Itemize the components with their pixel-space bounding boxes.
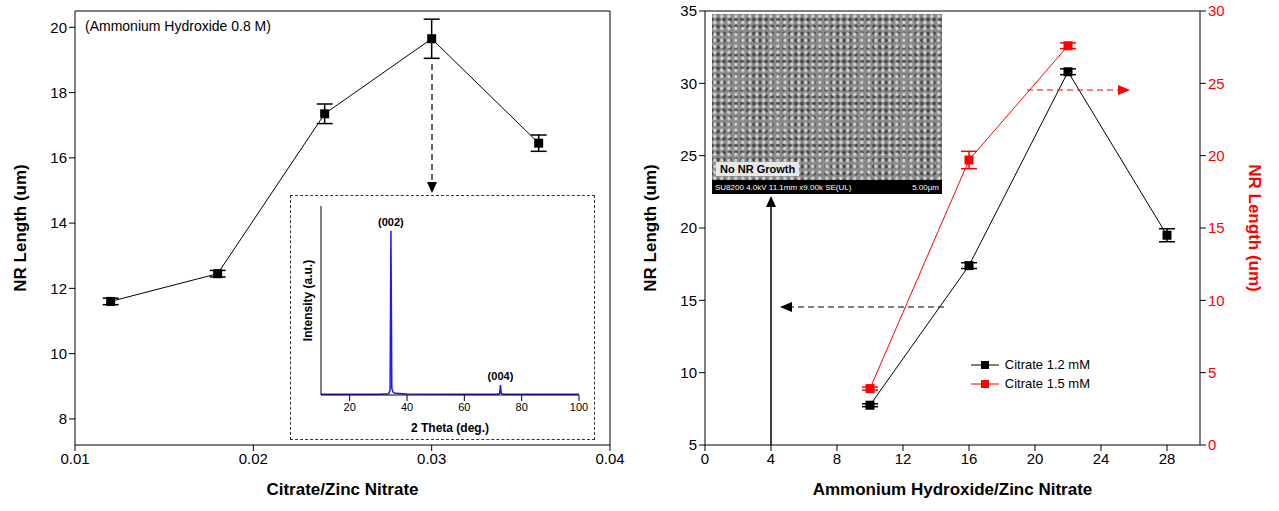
svg-text:0.02: 0.02 [239,450,268,467]
svg-text:2 Theta (deg.): 2 Theta (deg.) [411,421,489,435]
svg-text:5: 5 [689,436,697,453]
svg-text:16: 16 [961,450,978,467]
svg-text:10: 10 [1208,292,1225,309]
svg-text:(004): (004) [488,370,514,382]
svg-text:12: 12 [50,280,67,297]
svg-text:60: 60 [458,401,470,413]
svg-text:0: 0 [1208,436,1216,453]
svg-text:(002): (002) [378,216,404,228]
svg-text:0.04: 0.04 [595,450,624,467]
svg-text:0: 0 [701,450,709,467]
svg-text:20: 20 [1208,147,1225,164]
svg-text:Citrate/Zinc Nitrate: Citrate/Zinc Nitrate [266,480,418,499]
svg-text:15: 15 [680,292,697,309]
svg-text:8: 8 [59,410,67,427]
svg-text:0.03: 0.03 [417,450,446,467]
svg-text:25: 25 [680,147,697,164]
html-text:5.00μm: 5.00μm [912,182,939,192]
html-text:Citrate 1.5 mM: Citrate 1.5 mM [1004,376,1090,391]
svg-text:25: 25 [1208,75,1225,92]
svg-text:8: 8 [833,450,841,467]
html-text:(Ammonium Hydroxide 0.8 M): (Ammonium Hydroxide 0.8 M) [85,18,271,34]
svg-text:35: 35 [680,2,697,19]
svg-text:12: 12 [895,450,912,467]
svg-text:Ammonium Hydroxide/Zinc Nitrat: Ammonium Hydroxide/Zinc Nitrate [813,480,1093,499]
svg-text:30: 30 [1208,2,1225,19]
svg-text:10: 10 [680,364,697,381]
svg-text:Intensity (a.u.): Intensity (a.u.) [301,260,315,341]
svg-text:100: 100 [570,401,588,413]
svg-text:20: 20 [344,401,356,413]
svg-text:14: 14 [50,214,67,231]
svg-text:15: 15 [1208,219,1225,236]
html-text:SU8200 4.0kV 11.1mm x9.00k SE(: SU8200 4.0kV 11.1mm x9.00k SE(UL) [715,182,852,192]
svg-text:20: 20 [1027,450,1044,467]
svg-text:20: 20 [50,19,67,36]
svg-text:10: 10 [50,345,67,362]
svg-text:NR Length (um): NR Length (um) [11,164,30,291]
svg-text:20: 20 [680,219,697,236]
svg-text:NR Length (um): NR Length (um) [641,164,660,291]
svg-text:40: 40 [401,401,413,413]
svg-text:18: 18 [50,84,67,101]
html-text:Citrate 1.2 mM: Citrate 1.2 mM [1004,357,1090,372]
svg-text:0.01: 0.01 [60,450,89,467]
svg-text:16: 16 [50,149,67,166]
svg-text:5: 5 [1208,364,1216,381]
svg-text:24: 24 [1093,450,1110,467]
html-text:No NR Growth: No NR Growth [720,163,796,175]
svg-text:4: 4 [767,450,775,467]
svg-text:28: 28 [1159,450,1176,467]
svg-text:NR Length (um): NR Length (um) [1245,164,1264,291]
svg-text:30: 30 [680,75,697,92]
svg-text:80: 80 [516,401,528,413]
